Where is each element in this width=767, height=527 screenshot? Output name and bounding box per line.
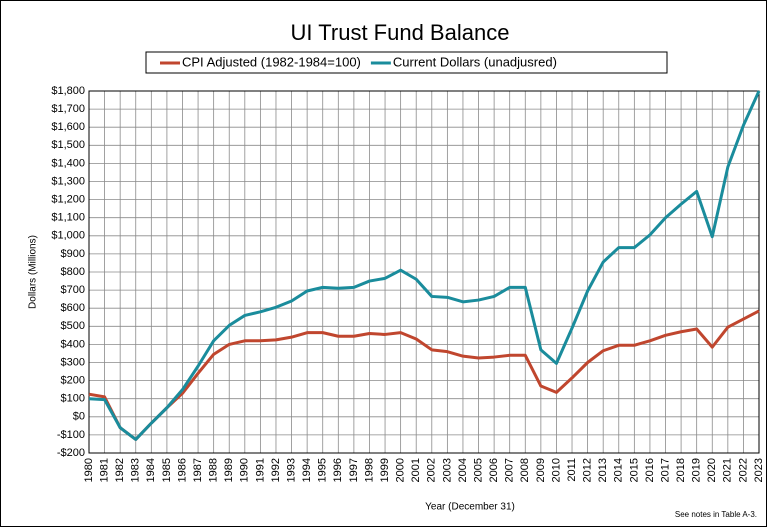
x-tick-label: 2005 [472, 458, 484, 482]
y-tick-label: $600 [61, 302, 85, 314]
y-tick-label: $400 [61, 338, 85, 350]
x-tick-label: 2009 [535, 458, 547, 482]
x-tick-label: 1990 [239, 458, 251, 482]
x-tick-label: 2015 [628, 458, 640, 482]
y-tick-label: $1,600 [51, 121, 85, 133]
y-tick-label: $800 [61, 266, 85, 278]
y-tick-label: $1,800 [51, 85, 85, 97]
y-tick-label: $100 [61, 393, 85, 405]
y-tick-label: $700 [61, 284, 85, 296]
x-tick-label: 1994 [301, 458, 313, 482]
x-tick-label: 2003 [441, 458, 453, 482]
x-tick-label: 1980 [83, 458, 95, 482]
legend-box [145, 51, 668, 74]
line [88, 309, 760, 441]
x-axis-title: Year (December 31) [425, 502, 515, 513]
x-tick-label: 2004 [457, 458, 469, 482]
x-tick-label: 1999 [379, 458, 391, 482]
x-tick-label: 2023 [753, 458, 765, 482]
x-tick-label: 2022 [737, 458, 749, 482]
y-tick-label: $500 [61, 320, 85, 332]
x-tick-label: 2017 [659, 458, 671, 482]
plot-frame [88, 90, 760, 454]
chart-title: UI Trust Fund Balance [291, 20, 510, 45]
x-tick-label: 2002 [426, 458, 438, 482]
x-tick-label: 1995 [317, 458, 329, 482]
y-tick-label: $1,100 [51, 212, 85, 224]
x-tick-label: 2019 [691, 458, 703, 482]
x-tick-label: 1988 [208, 458, 220, 482]
y-axis-title: Dollars (Millions) [28, 235, 39, 309]
y-tick-label: $900 [61, 248, 85, 260]
x-tick-label: 2010 [550, 458, 562, 482]
x-tick-label: 1998 [363, 458, 375, 482]
y-tick-label: $1,300 [51, 175, 85, 187]
legend-label: CPI Adjusted (1982-1984=100) [182, 54, 361, 69]
y-tick-label: $1,200 [51, 194, 85, 206]
x-tick-label: 2021 [722, 458, 734, 482]
note: See notes in Table A-3. [675, 510, 757, 519]
x-tick-label: 2001 [410, 458, 422, 482]
y-tick-label: $1,400 [51, 157, 85, 169]
x-tick-label: 1987 [192, 458, 204, 482]
x-tick-label: 2006 [488, 458, 500, 482]
x-tick-label: 1996 [332, 458, 344, 482]
x-tick-label: 2012 [582, 458, 594, 482]
x-tick-label: 1993 [285, 458, 297, 482]
y-tick-label: $1,500 [51, 139, 85, 151]
y-tick-label: -$200 [57, 447, 85, 459]
x-tick-label: 1986 [176, 458, 188, 482]
y-tick-label: $200 [61, 375, 85, 387]
legend-label: Current Dollars (unadjusred) [393, 54, 557, 69]
x-tick-label: 2016 [644, 458, 656, 482]
y-tick-label: -$100 [57, 429, 85, 441]
x-tick-label: 1981 [98, 458, 110, 482]
x-tick-label: 2011 [566, 458, 578, 482]
x-tick-label: 1982 [114, 458, 126, 482]
x-tick-label: 1992 [270, 458, 282, 482]
y-tick-label: $1,700 [51, 103, 85, 115]
y-tick-label: $300 [61, 356, 85, 368]
x-tick-label: 1989 [223, 458, 235, 482]
y-tick-label: $1,000 [51, 230, 85, 242]
x-tick-label: 2020 [706, 458, 718, 482]
x-tick-label: 2000 [395, 458, 407, 482]
x-tick-label: 1985 [161, 458, 173, 482]
x-tick-label: 2018 [675, 458, 687, 482]
line [88, 90, 761, 441]
x-tick-label: 1991 [254, 458, 266, 482]
x-tick-label: 2013 [597, 458, 609, 482]
x-tick-label: 1997 [348, 458, 360, 482]
y-tick-label: $0 [73, 411, 85, 423]
x-tick-label: 1984 [145, 458, 157, 482]
x-tick-label: 1983 [130, 458, 142, 482]
x-tick-label: 2007 [504, 458, 516, 482]
x-tick-label: 2008 [519, 458, 531, 482]
x-tick-label: 2014 [613, 458, 625, 482]
